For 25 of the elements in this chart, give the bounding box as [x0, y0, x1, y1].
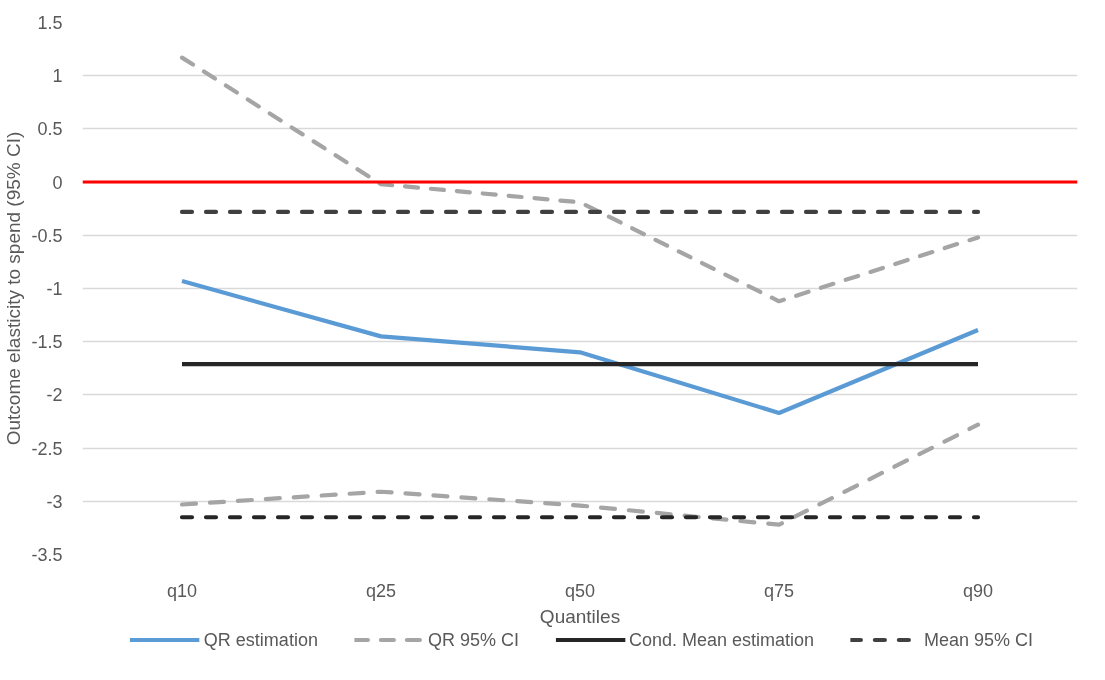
x-tick-label: q90 [962, 580, 994, 601]
y-tick-label: 1.5 [37, 13, 63, 33]
y-tick-label: -3 [46, 491, 63, 512]
line-series [179, 422, 981, 527]
legend-label: Mean 95% CI [924, 629, 1034, 650]
y-tick-label: -3.5 [31, 545, 63, 565]
legend-label: QR estimation [203, 629, 318, 650]
line-series [179, 55, 981, 304]
y-tick-label: -1 [46, 279, 63, 299]
y-tick-label: 0.5 [37, 119, 63, 140]
legend-label: QR 95% CI [427, 629, 519, 650]
line-series [179, 278, 981, 416]
y-tick-label: -2.5 [31, 438, 63, 459]
y-tick-label: 1 [52, 66, 63, 87]
x-tick-label: q10 [166, 580, 198, 601]
y-tick-label: -2 [46, 385, 63, 406]
y-tick-label: 0 [52, 172, 63, 193]
x-tick-label: q25 [365, 580, 397, 601]
y-tick-label: -1.5 [31, 332, 63, 353]
y-tick-label: -0.5 [31, 225, 63, 246]
legend-label: Cond. Mean estimation [628, 629, 815, 650]
x-tick-label: q75 [763, 580, 795, 601]
y-axis-title: Outcome elasticity to spend (95% CI) [3, 131, 25, 446]
x-tick-label: q50 [564, 580, 596, 601]
x-axis-title: Quantiles [539, 605, 621, 627]
